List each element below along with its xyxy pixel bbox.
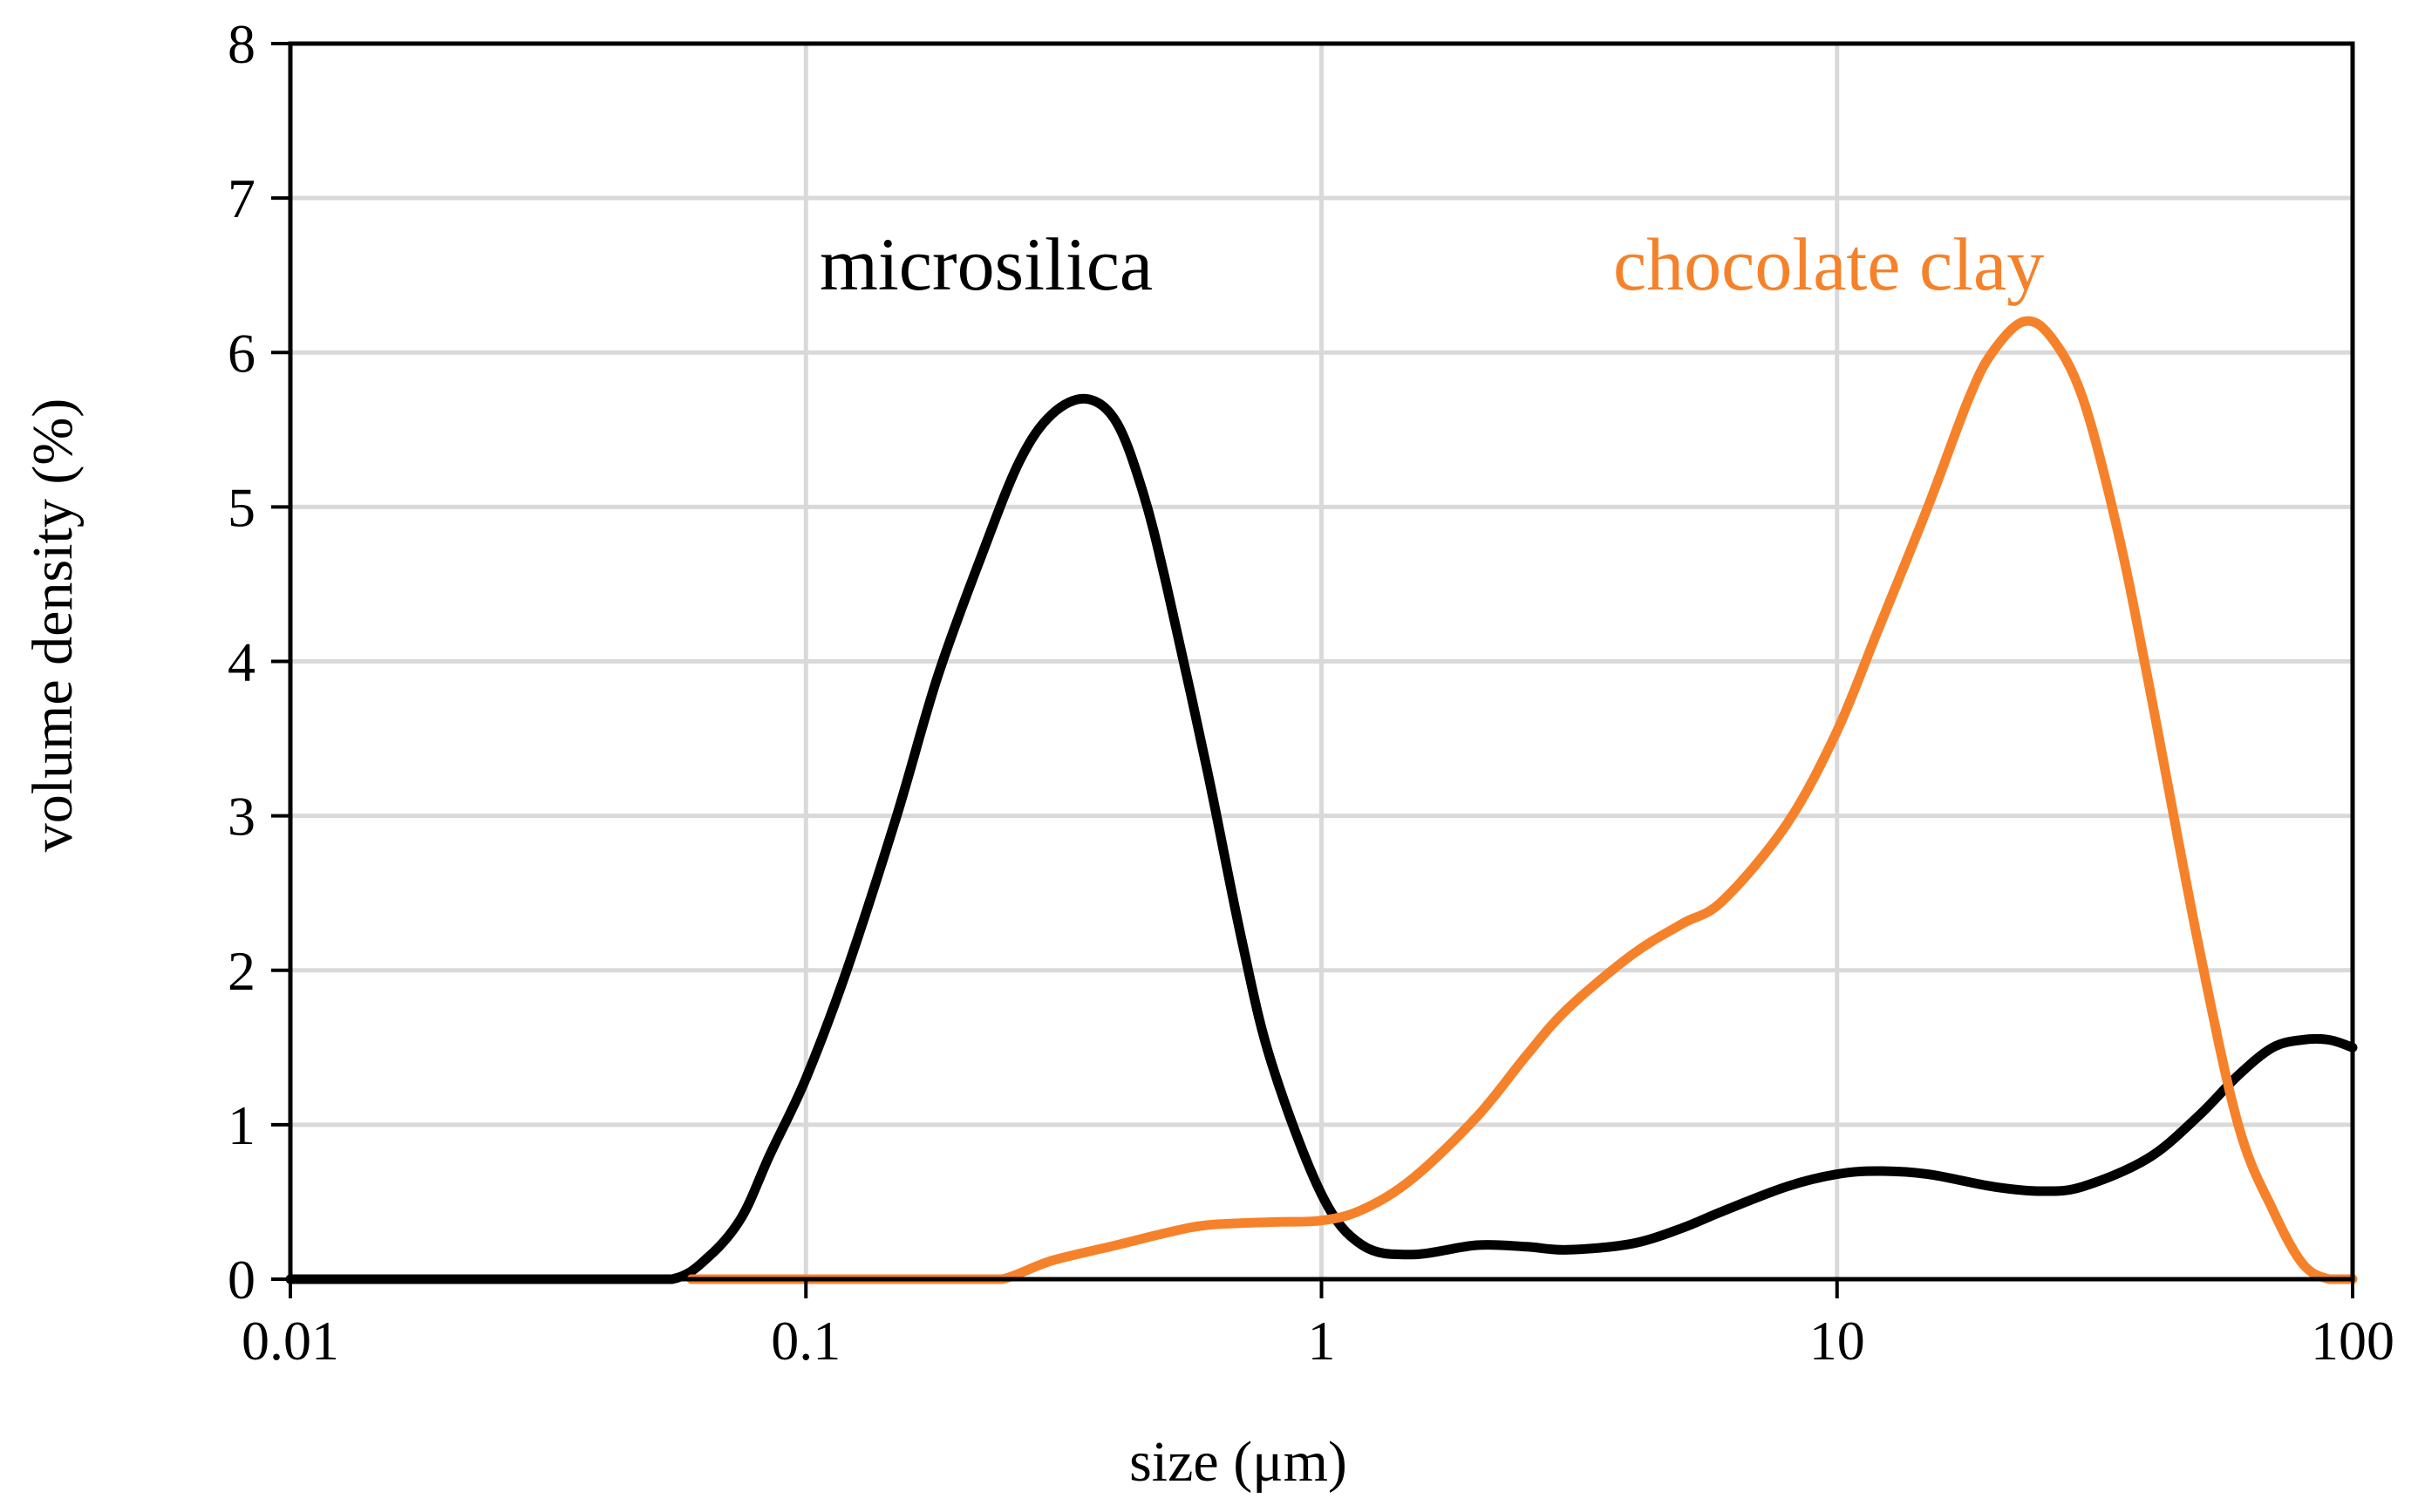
annotation-chocolate-clay: chocolate clay xyxy=(1613,222,2044,306)
tick-label-x-1: 1 xyxy=(1308,1310,1336,1372)
tick-label-y-7: 7 xyxy=(228,167,255,229)
annotation-microsilica: microsilica xyxy=(820,222,1153,306)
tick-label-y-1: 1 xyxy=(228,1094,255,1156)
tick-label-x-0.1: 0.1 xyxy=(771,1310,841,1372)
series-line-chocolate-clay xyxy=(686,316,2358,1284)
tick-label-y-3: 3 xyxy=(228,786,255,848)
tick-label-y-5: 5 xyxy=(228,476,255,538)
axis-ticks xyxy=(271,42,2354,1298)
series-lines xyxy=(285,316,2358,1284)
y-axis-title: volume density (%) xyxy=(21,398,85,853)
tick-label-y-0: 0 xyxy=(228,1249,255,1311)
tick-label-y-8: 8 xyxy=(228,13,255,75)
series-line-microsilica xyxy=(285,393,2358,1284)
tick-label-x-10: 10 xyxy=(1809,1310,1865,1372)
tick-label-y-6: 6 xyxy=(228,322,255,384)
tick-label-x-0.01: 0.01 xyxy=(242,1310,339,1372)
tick-labels: 0 1 2 3 4 5 6 7 8 0.01 0.1 1 10 100 xyxy=(228,13,2394,1372)
x-axis-title: size (μm) xyxy=(1129,1430,1347,1494)
tick-label-y-4: 4 xyxy=(228,631,255,693)
tick-label-x-100: 100 xyxy=(2311,1310,2394,1372)
tick-label-y-2: 2 xyxy=(228,940,255,1002)
